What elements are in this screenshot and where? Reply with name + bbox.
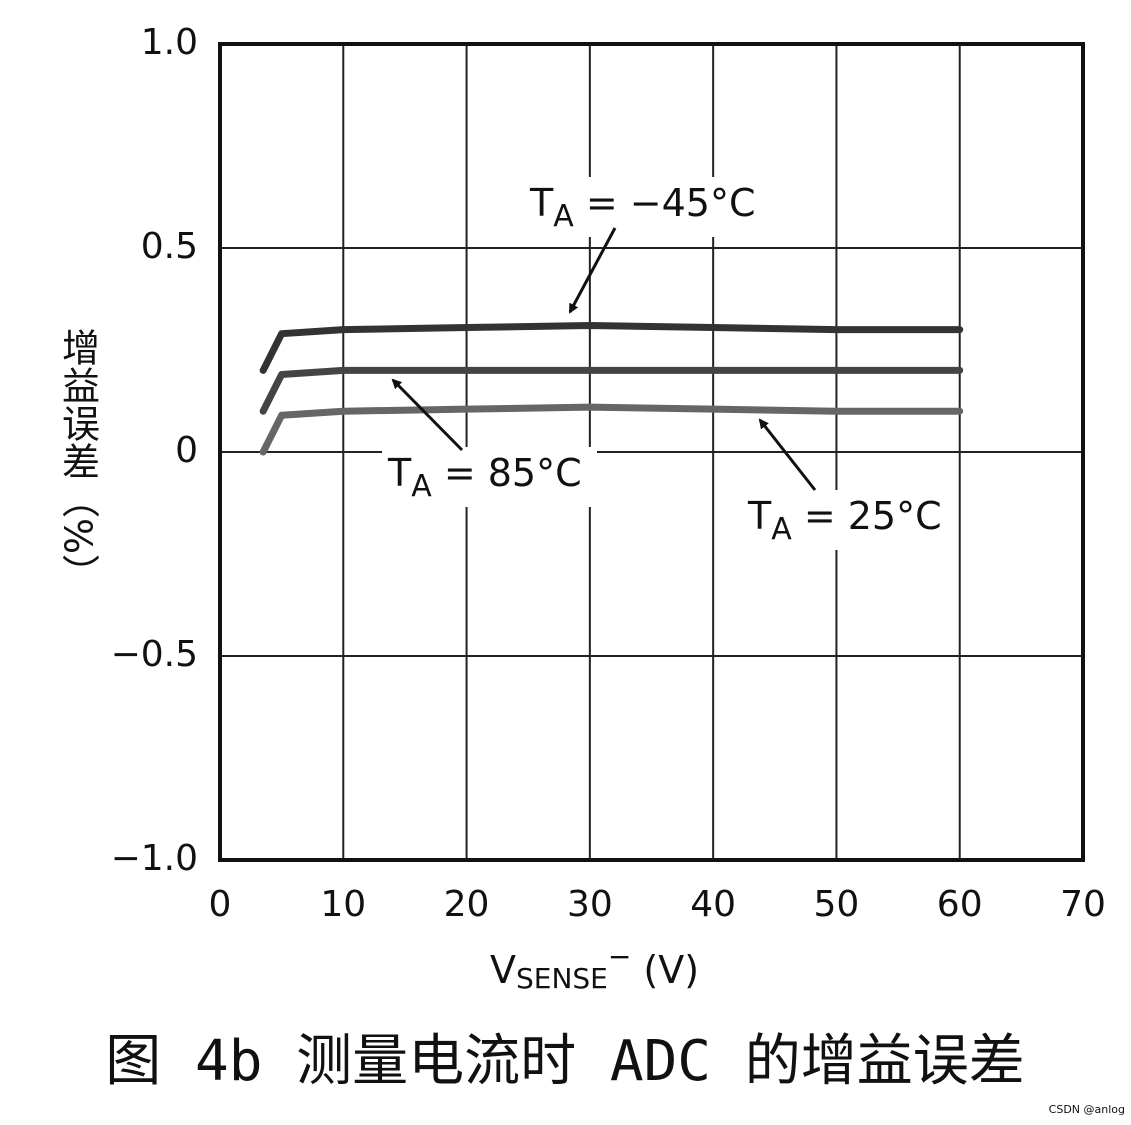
legend-sub: A <box>553 199 574 234</box>
legend-rest: = −45°C <box>574 181 756 225</box>
y-tick-label: −1.0 <box>111 838 198 879</box>
legend-main: T <box>747 494 772 538</box>
y-tick-label: 0.5 <box>141 226 198 267</box>
x-tick-label: 50 <box>814 884 860 925</box>
legend-sub: A <box>411 469 432 504</box>
data-line <box>259 366 964 415</box>
annotation-bg <box>742 490 957 550</box>
x-label-main: V <box>490 948 516 992</box>
x-tick-label: 10 <box>320 884 366 925</box>
x-tick-label: 40 <box>690 884 736 925</box>
legend-label: TA = 85°C <box>387 451 582 504</box>
y-tick-label: 0 <box>175 430 198 471</box>
x-label-rest: (V) <box>631 948 699 992</box>
arrow <box>568 227 617 314</box>
watermark: CSDN @anlog <box>1049 1103 1125 1116</box>
legend-rest: = 85°C <box>432 451 582 495</box>
arrow <box>758 418 817 491</box>
x-tick-label: 30 <box>567 884 613 925</box>
y-axis-label: 增益误差（%） <box>56 328 100 592</box>
annotation-bg <box>524 177 739 237</box>
x-axis-label: VSENSE− (V) <box>490 940 699 995</box>
x-tick-label: 70 <box>1060 884 1106 925</box>
legend-label: TA = −45°C <box>529 181 755 234</box>
legend-main: T <box>529 181 554 225</box>
plot-frame <box>218 42 1085 862</box>
x-tick-label: 60 <box>937 884 983 925</box>
data-line <box>259 322 964 374</box>
x-label-sup: − <box>608 940 631 973</box>
legend-main: T <box>387 451 412 495</box>
legend-label: TA = 25°C <box>747 494 942 547</box>
x-tick-label: 20 <box>444 884 490 925</box>
data-line <box>259 403 964 456</box>
y-tick-label: −0.5 <box>111 634 198 675</box>
legend-rest: = 25°C <box>792 494 942 538</box>
legend-sub: A <box>771 512 792 547</box>
x-label-sub: SENSE <box>516 962 608 995</box>
annotation-bg <box>382 447 597 507</box>
x-tick-label: 0 <box>209 884 232 925</box>
arrow <box>391 378 464 452</box>
caption: 图 4b 测量电流时 ADC 的增益误差 <box>105 1029 1024 1094</box>
y-tick-label: 1.0 <box>141 22 198 63</box>
